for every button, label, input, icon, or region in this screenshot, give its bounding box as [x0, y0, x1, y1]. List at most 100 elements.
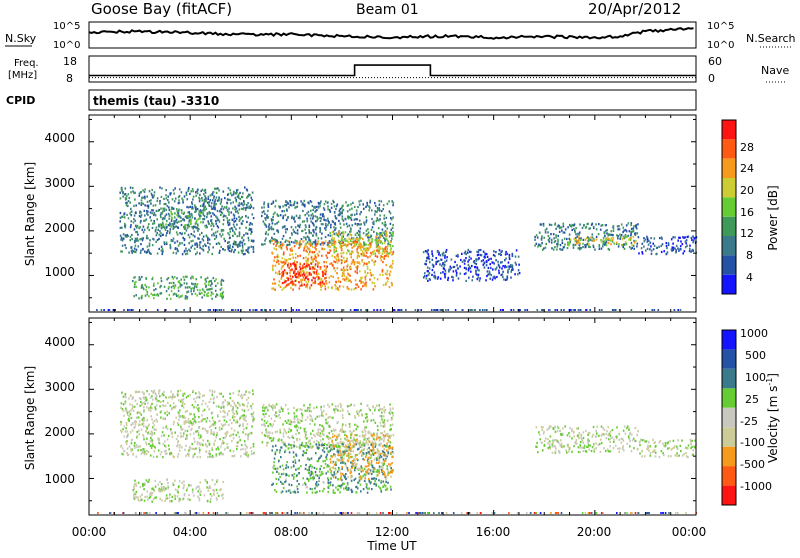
velocity-cell	[126, 424, 128, 426]
velocity-cell	[319, 429, 321, 431]
power-cell	[610, 239, 612, 241]
power-cell	[275, 205, 277, 207]
velocity-cell	[222, 396, 224, 398]
velocity-cell	[309, 423, 311, 425]
power-cell	[689, 248, 691, 250]
power-cell	[135, 245, 137, 247]
velocity-cell	[128, 420, 130, 422]
velocity-cell	[355, 428, 357, 430]
velocity-cell	[146, 453, 148, 455]
power-cell-near-range	[431, 309, 433, 311]
velocity-cell	[160, 411, 162, 413]
power-cell	[236, 218, 238, 220]
velocity-cell	[313, 441, 315, 443]
power-cell	[514, 273, 516, 275]
power-cell	[437, 251, 439, 253]
power-cell	[329, 263, 331, 265]
power-cell	[354, 243, 356, 245]
power-cell	[217, 282, 219, 284]
power-cell	[227, 242, 229, 244]
power-cell	[369, 242, 371, 244]
velocity-cell	[310, 410, 312, 412]
velocity-cell	[261, 418, 263, 420]
power-cell	[178, 215, 180, 217]
velocity-cell	[195, 392, 197, 394]
power-cell	[365, 282, 367, 284]
velocity-cell	[232, 411, 234, 413]
power-cell	[316, 276, 318, 278]
power-cell	[223, 191, 225, 193]
power-cell	[553, 249, 555, 251]
power-cell	[495, 268, 497, 270]
freq-left-tick-top: 18	[63, 55, 77, 68]
velocity-cell	[318, 431, 320, 433]
velocity-cell	[154, 432, 156, 434]
power-cell	[349, 253, 351, 255]
velocity-cell	[262, 407, 264, 409]
power-cell	[167, 199, 169, 201]
velocity-cell	[126, 452, 128, 454]
power-cell-near-range	[654, 309, 656, 311]
power-cell	[384, 221, 386, 223]
power-cell	[144, 229, 146, 231]
power-cell	[386, 264, 388, 266]
power-cell-near-range	[318, 309, 320, 311]
power-cell	[647, 241, 649, 243]
velocity-cell	[207, 432, 209, 434]
power-cell	[389, 286, 391, 288]
power-cell-near-range	[589, 309, 591, 311]
velocity-cell	[203, 394, 205, 396]
power-cell	[364, 262, 366, 264]
velocity-cell	[155, 429, 157, 431]
power-cell	[294, 245, 296, 247]
power-cell	[452, 276, 454, 278]
power-cell	[119, 192, 121, 194]
velocity-cell	[230, 405, 232, 407]
power-cell	[203, 206, 205, 208]
power-cell	[136, 286, 138, 288]
power-cell-near-range	[233, 309, 235, 311]
velocity-cell	[219, 438, 221, 440]
velocity-cell	[190, 429, 192, 431]
velocity-cell	[314, 487, 316, 489]
power-cell	[564, 238, 566, 240]
power-cell	[693, 237, 695, 239]
power-cell	[434, 271, 436, 273]
velocity-cell	[273, 437, 275, 439]
power-cell	[470, 251, 472, 253]
power-cell	[137, 234, 139, 236]
velocity-cell	[322, 433, 324, 435]
power-cell	[314, 211, 316, 213]
power-cell	[199, 289, 201, 291]
velocity-cell	[215, 427, 217, 429]
power-cell	[355, 238, 357, 240]
power-cell	[199, 292, 201, 294]
power-cell	[601, 225, 603, 227]
power-cell	[348, 288, 350, 290]
power-cell	[263, 220, 265, 222]
velocity-cell	[268, 431, 270, 433]
velocity-cell	[155, 393, 157, 395]
velocity-cell	[199, 451, 201, 453]
power-cell	[186, 194, 188, 196]
power-cell	[273, 288, 275, 290]
velocity-cell	[240, 455, 242, 457]
power-cell-near-range	[175, 309, 177, 311]
velocity-cell	[155, 408, 157, 410]
velocity-cell	[261, 424, 263, 426]
power-cell	[314, 282, 316, 284]
velocity-cell	[233, 450, 235, 452]
velocity-cell	[228, 410, 230, 412]
power-cell-near-range	[330, 309, 332, 311]
power-cell-near-range	[400, 309, 402, 311]
power-cell	[351, 208, 353, 210]
velocity-cell	[252, 403, 254, 405]
power-cell	[308, 253, 310, 255]
power-cell	[326, 266, 328, 268]
velocity-cell	[265, 435, 267, 437]
power-cell	[371, 229, 373, 231]
power-cell	[149, 200, 151, 202]
velocity-cell	[139, 420, 141, 422]
power-cell-near-range	[285, 309, 287, 311]
